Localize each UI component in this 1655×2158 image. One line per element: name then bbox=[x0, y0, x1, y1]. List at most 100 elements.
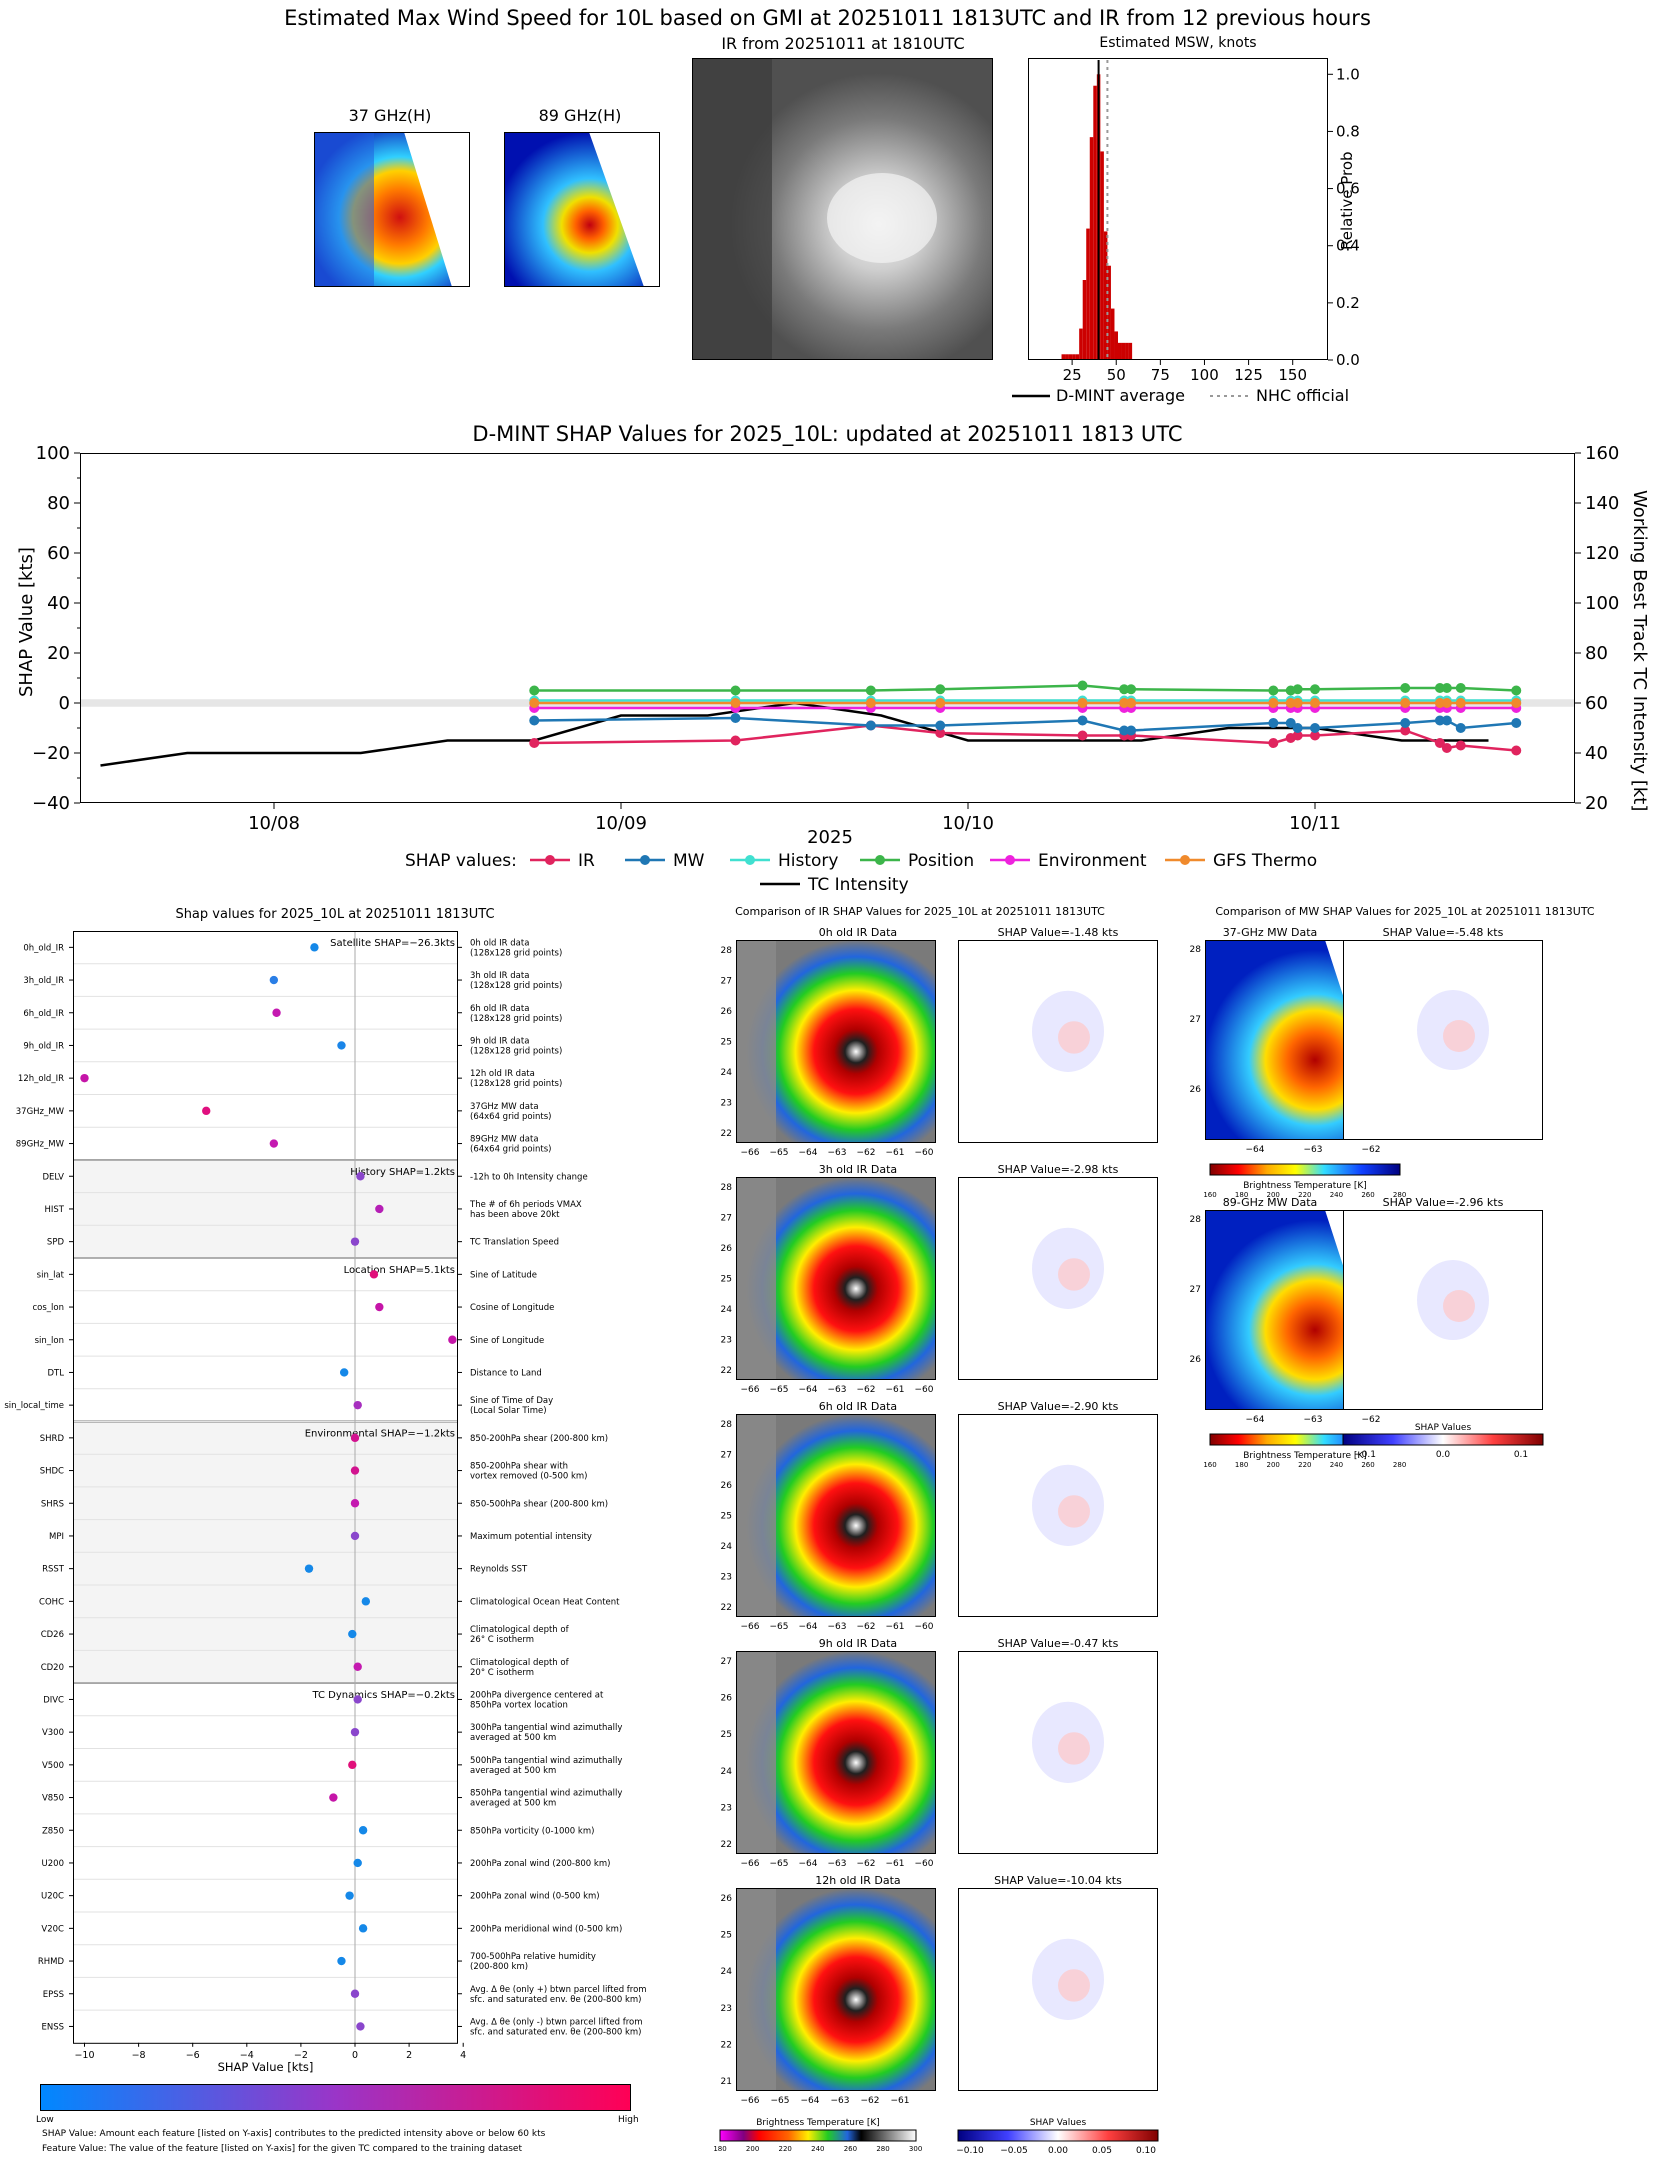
bt-tick-label: 220 bbox=[779, 2145, 792, 2153]
feature-shap-chart: Satellite SHAP=−26.3kts History SHAP=1.2k… bbox=[4, 931, 647, 2074]
msw-bar bbox=[1110, 308, 1115, 360]
ir-comparison-grid: 0h old IR Data SHAP Value=-1.48 kts 28 27 26… bbox=[713, 926, 1159, 2156]
msw-xtick-label: 150 bbox=[1278, 366, 1307, 384]
feature-shap-point bbox=[202, 1106, 211, 1116]
shap-blob bbox=[1058, 1732, 1090, 1765]
feature-desc: (128x128 grid points) bbox=[470, 1014, 562, 1024]
feature-shap-point bbox=[348, 1629, 357, 1639]
ts-xtick-label: 10/10 bbox=[942, 813, 994, 834]
ir-xtick-label: −61 bbox=[891, 2096, 910, 2106]
feature-name: 89GHz_MW bbox=[16, 1140, 65, 1150]
ir-ytick-label: 26 bbox=[721, 1007, 733, 1017]
panel-frame bbox=[736, 1177, 936, 1380]
feature-desc: 850hPa tangential wind azimuthally bbox=[470, 1789, 622, 1799]
shap-colorbar-label: SHAP Values bbox=[1030, 2118, 1087, 2128]
land-area bbox=[736, 1414, 776, 1617]
ts-ytick-label: 80 bbox=[47, 493, 70, 514]
feature-desc: sfc. and saturated env. θe (200-800 km) bbox=[470, 1995, 642, 2005]
series-point-ir bbox=[1434, 738, 1445, 748]
group-label: TC Dynamics SHAP=−0.2kts bbox=[312, 1690, 456, 1701]
series-point-ir bbox=[1268, 738, 1279, 748]
feature-shap-point bbox=[272, 1008, 281, 1017]
ir-ytick-label: 23 bbox=[721, 2004, 732, 2014]
panel-frame bbox=[736, 1414, 936, 1617]
ir-ytick-label: 22 bbox=[721, 1603, 732, 1613]
mw-xtick-label: −63 bbox=[1304, 1145, 1323, 1155]
legend-marker bbox=[875, 855, 885, 865]
ir-ytick-label: 26 bbox=[721, 1244, 733, 1254]
mw-xtick-label: −64 bbox=[1246, 1415, 1265, 1425]
series-point-ir bbox=[1511, 745, 1522, 756]
mw-shap-colorbar-label: SHAP Values bbox=[1415, 1423, 1472, 1433]
feature-name: 3h_old_IR bbox=[23, 976, 64, 986]
ir-ytick-label: 25 bbox=[721, 1931, 732, 1941]
mw-ytick-label: 28 bbox=[1190, 945, 1202, 955]
msw-bar bbox=[1114, 331, 1118, 360]
shap-blob bbox=[1058, 1969, 1090, 2002]
msw-xtick-label: 50 bbox=[1107, 366, 1126, 384]
feature-desc: vortex removed (0-500 km) bbox=[470, 1472, 587, 1482]
feature-desc: (128x128 grid points) bbox=[470, 948, 562, 958]
panel-frame bbox=[958, 1177, 1158, 1380]
msw-bar bbox=[1068, 354, 1073, 360]
panel-frame bbox=[736, 940, 936, 1143]
ir-xtick-label: −64 bbox=[799, 1622, 818, 1632]
series-point-position bbox=[1511, 685, 1522, 696]
legend-label: GFS Thermo bbox=[1213, 851, 1317, 871]
feature-name: SHRS bbox=[41, 1499, 64, 1509]
series-point-mw bbox=[1126, 725, 1137, 736]
legend-dmint-average: D-MINT average bbox=[1056, 386, 1185, 405]
ir-ytick-label: 27 bbox=[721, 1214, 732, 1224]
series-point-position bbox=[1400, 683, 1411, 693]
feature-desc: Reynolds SST bbox=[470, 1565, 528, 1575]
ts-ytick-label: 100 bbox=[36, 443, 70, 464]
ir-xtick-label: −61 bbox=[886, 1859, 905, 1869]
feature-desc: 20° C isotherm bbox=[470, 1668, 534, 1678]
ir-xtick-label: −62 bbox=[857, 1859, 876, 1869]
series-point-mw bbox=[730, 713, 741, 723]
msw-chart: 25 50 75 100 125 150 0.0 0.2 0.4 0.6 0.8 1.0 bbox=[1028, 58, 1360, 384]
mw-ytick-label: 26 bbox=[1190, 1355, 1202, 1365]
feature-desc: 850-500hPa shear (200-800 km) bbox=[470, 1499, 608, 1509]
feature-desc: sfc. and saturated env. θe (200-800 km) bbox=[470, 2027, 642, 2037]
mw-shap-tick-label: −0.1 bbox=[1354, 1450, 1376, 1460]
feature-name: V500 bbox=[42, 1761, 64, 1771]
msw-ytick-label: 0.2 bbox=[1336, 294, 1360, 312]
mw-bt-tick-label: 180 bbox=[1235, 1191, 1248, 1199]
feature-desc: Avg. Δ θe (only +) btwn parcel lifted fr… bbox=[470, 1985, 647, 1995]
ir-xtick-label: −63 bbox=[828, 1859, 847, 1869]
shap-blob bbox=[1058, 1021, 1090, 1054]
msw-bar bbox=[1103, 231, 1108, 360]
bt-tick-label: 180 bbox=[713, 2145, 726, 2153]
series-point-mw bbox=[1511, 718, 1522, 728]
mw-bt-tick-label: 280 bbox=[1393, 1461, 1406, 1469]
bt-colorbar bbox=[719, 2129, 917, 2142]
legend-marker bbox=[1005, 855, 1015, 865]
ir-image bbox=[692, 58, 993, 360]
ir-ytick-label: 21 bbox=[721, 2077, 732, 2087]
legend-marker bbox=[545, 855, 555, 865]
ir-row-shap: SHAP Value=-1.48 kts bbox=[998, 926, 1119, 939]
series-point-gfs-thermo bbox=[935, 698, 946, 708]
ir-ytick-label: 25 bbox=[721, 1512, 732, 1522]
feature-desc: (64x64 grid points) bbox=[470, 1145, 551, 1155]
feature-xtick-label: 4 bbox=[460, 2050, 466, 2061]
mw-bt-tick-label: 220 bbox=[1298, 1461, 1311, 1469]
ir-ytick-label: 25 bbox=[721, 1730, 732, 1740]
panel-frame bbox=[958, 1651, 1158, 1854]
ir-xtick-label: −62 bbox=[861, 2096, 880, 2106]
series-point-gfs-thermo bbox=[865, 698, 876, 708]
ir-xtick-label: −63 bbox=[828, 1622, 847, 1632]
ir-row-label: 0h old IR Data bbox=[819, 926, 897, 939]
feature-desc: 0h old IR data bbox=[470, 938, 529, 948]
feature-name: CD26 bbox=[41, 1630, 64, 1640]
feature-shap-point bbox=[329, 1793, 338, 1802]
shap-value-note: SHAP Value: Amount each feature [listed … bbox=[42, 2129, 546, 2139]
ir-xtick-label: −64 bbox=[799, 1385, 818, 1395]
feature-desc: 850hPa vorticity (0-1000 km) bbox=[470, 1826, 594, 1836]
feature-name: RHMD bbox=[38, 1957, 65, 1967]
panel-frame bbox=[958, 940, 1158, 1143]
ir-xtick-label: −63 bbox=[828, 1385, 847, 1395]
mw-bt-tick-label: 220 bbox=[1298, 1191, 1311, 1199]
feature-desc: 200hPa zonal wind (200-800 km) bbox=[470, 1859, 610, 1869]
